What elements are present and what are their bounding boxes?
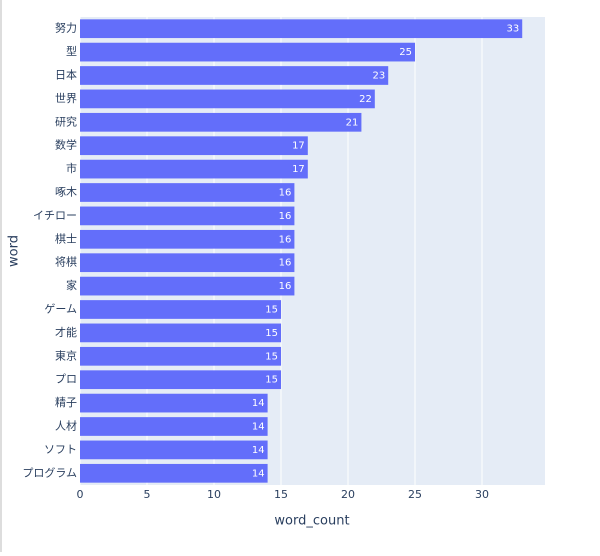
- x-tick-label: 10: [207, 488, 221, 501]
- bar: [80, 112, 362, 132]
- bar: [80, 42, 416, 62]
- y-tick-label: ソフト: [44, 443, 77, 456]
- y-tick-label: 啄木: [55, 186, 77, 199]
- bar: [80, 66, 389, 85]
- x-tick-label: 20: [341, 488, 355, 501]
- bar: [80, 253, 295, 273]
- value-label: 16: [279, 281, 292, 292]
- x-axis-title: word_count: [274, 514, 349, 529]
- value-label: 17: [292, 164, 305, 175]
- y-tick-label: 日本: [55, 68, 77, 82]
- bars: [80, 19, 523, 483]
- bar: [80, 417, 268, 436]
- value-label: 14: [252, 468, 265, 479]
- x-tick-label: 15: [274, 488, 288, 501]
- bar: [80, 276, 295, 296]
- y-tick-label: イチロー: [33, 209, 77, 222]
- y-tick-label: 研究: [55, 114, 77, 128]
- y-tick-label: 東京: [55, 348, 77, 362]
- y-tick-label: 型: [66, 44, 77, 58]
- bar: [80, 346, 282, 366]
- bar: [80, 370, 282, 390]
- bar: [80, 463, 268, 483]
- bar: [80, 183, 295, 202]
- bar: [80, 19, 523, 39]
- bar: [80, 206, 295, 226]
- bar: [80, 440, 268, 460]
- y-tick-label: プロ: [55, 373, 77, 386]
- value-label: 21: [346, 117, 359, 128]
- x-tick-label: 25: [408, 488, 422, 501]
- y-tick-label: ゲーム: [44, 303, 77, 316]
- bar: [80, 393, 268, 413]
- y-tick-label: 努力: [55, 21, 77, 35]
- y-tick-label: 精子: [55, 396, 77, 409]
- value-label: 25: [399, 47, 412, 58]
- value-label: 22: [359, 94, 372, 105]
- value-label: 16: [279, 258, 292, 269]
- value-label: 16: [279, 188, 292, 199]
- value-label: 15: [265, 328, 278, 339]
- y-tick-label: 人材: [55, 419, 77, 433]
- value-label: 23: [372, 71, 385, 82]
- value-label: 15: [265, 305, 278, 316]
- bar: [80, 89, 375, 109]
- y-tick-label: 将棋: [55, 255, 77, 269]
- value-label: 14: [252, 422, 265, 433]
- bar: [80, 136, 308, 156]
- plot-background: [80, 17, 545, 485]
- value-label: 16: [279, 234, 292, 245]
- bar: [80, 229, 295, 249]
- y-tick-label: 才能: [55, 325, 77, 339]
- x-tick-label: 30: [475, 488, 489, 501]
- value-label: 17: [292, 141, 305, 152]
- value-label: 15: [265, 375, 278, 386]
- value-label: 33: [506, 24, 519, 35]
- x-tick-label: 5: [144, 488, 151, 501]
- value-label: 16: [279, 211, 292, 222]
- y-tick-label: プログラム: [22, 465, 77, 479]
- y-tick-label: 世界: [55, 92, 77, 105]
- value-label: 14: [252, 398, 265, 409]
- bar: [80, 300, 282, 319]
- value-label: 14: [252, 445, 265, 456]
- y-tick-label: 市: [66, 161, 77, 175]
- value-label: 15: [265, 351, 278, 362]
- bar: [80, 323, 282, 343]
- y-tick-label: 数学: [55, 138, 77, 152]
- x-tick-label: 0: [77, 488, 84, 501]
- y-tick-label: 棋士: [55, 231, 77, 245]
- y-tick-label: 家: [66, 278, 77, 292]
- bar: [80, 159, 308, 179]
- y-axis-title: word: [7, 235, 22, 267]
